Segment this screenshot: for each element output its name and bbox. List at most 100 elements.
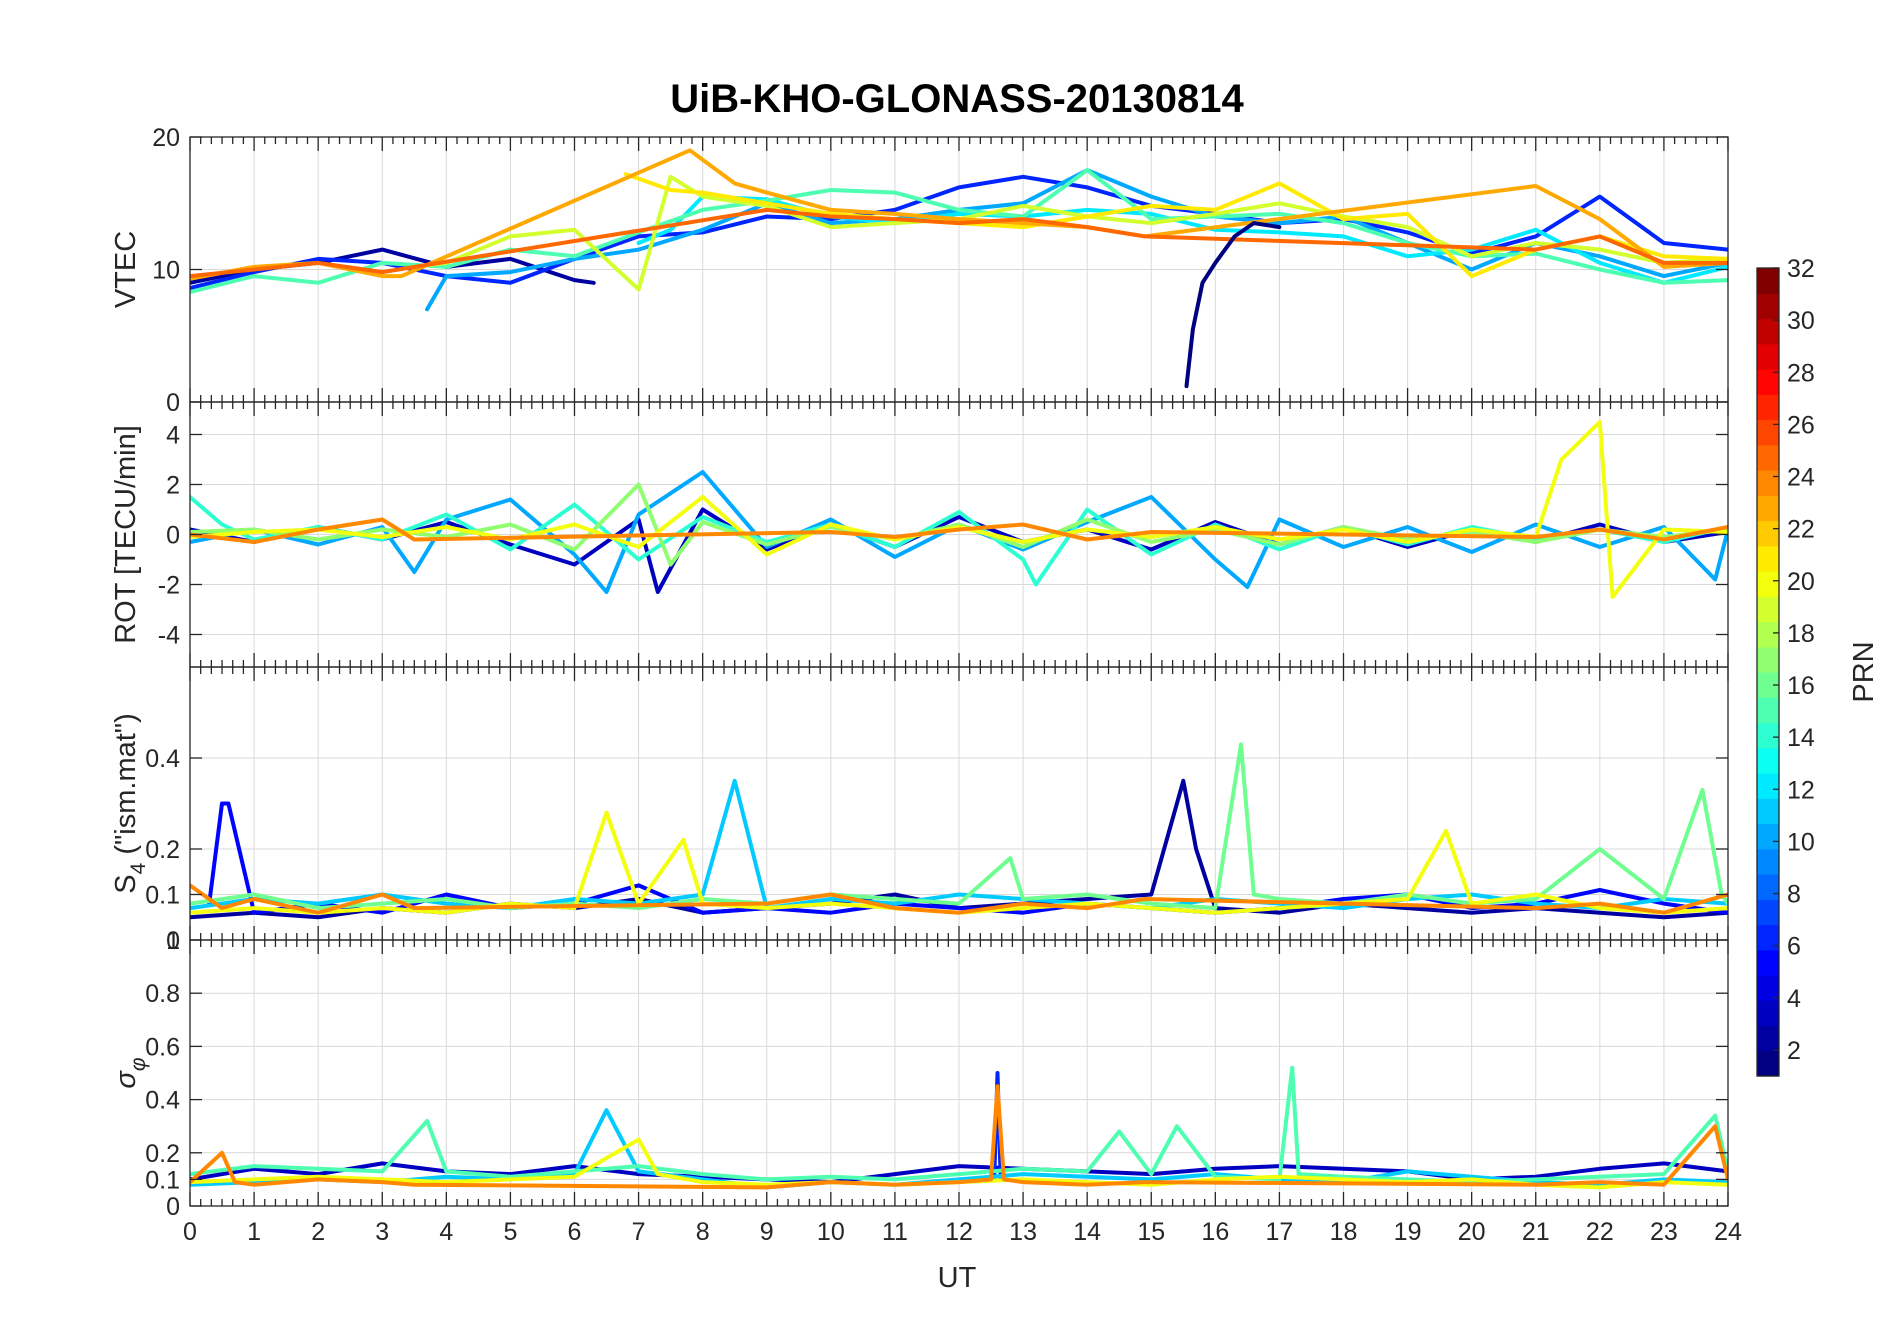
x-tick-label: 5 <box>503 1218 517 1246</box>
colorbar-swatch <box>1757 924 1779 951</box>
x-tick-label: 1 <box>247 1218 261 1246</box>
x-tick-label: 15 <box>1137 1218 1165 1246</box>
x-tick-label: 11 <box>882 1218 908 1246</box>
colorbar-swatch <box>1757 672 1779 698</box>
series-group <box>190 1065 1728 1190</box>
series-prn-23 <box>190 148 1728 281</box>
series-group <box>190 420 1728 599</box>
x-tick-label: 3 <box>375 1218 389 1246</box>
y-tick-label: 0 <box>166 927 180 955</box>
colorbar-swatch <box>1757 343 1779 370</box>
y-axis-label: ROT [TECU/min] <box>110 425 142 644</box>
x-tick-label: 23 <box>1650 1218 1678 1246</box>
colorbar-tick-label: 24 <box>1787 464 1815 492</box>
colorbar-swatch <box>1757 1025 1779 1052</box>
colorbar-swatch <box>1757 596 1779 623</box>
x-tick-label: 8 <box>696 1218 710 1246</box>
colorbar-tick-label: 8 <box>1787 881 1801 909</box>
x-tick-label: 19 <box>1394 1218 1422 1246</box>
colorbar-tick-label: 2 <box>1787 1037 1801 1065</box>
x-tick-label: 14 <box>1073 1218 1101 1246</box>
y-tick-label: 0.2 <box>145 1140 180 1168</box>
colorbar-swatch <box>1757 646 1779 673</box>
chart-title: UiB-KHO-GLONASS-20130814 <box>670 77 1244 121</box>
colorbar-tick-label: 30 <box>1787 307 1815 335</box>
y-tick-label: 0 <box>166 522 180 550</box>
y-tick-label: 0.1 <box>145 1166 180 1194</box>
y-tick-label: 10 <box>152 257 180 285</box>
x-tick-label: 7 <box>632 1218 646 1246</box>
colorbar-tick-label: 10 <box>1787 828 1815 856</box>
x-axis-label: UT <box>938 1262 977 1294</box>
colorbar-swatch <box>1757 1000 1779 1027</box>
x-tick-label: 6 <box>568 1218 582 1246</box>
colorbar-tick-label: 20 <box>1787 568 1815 596</box>
x-tick-label: 18 <box>1330 1218 1358 1246</box>
series-prn-24 <box>190 517 1728 544</box>
y-axis-label: σφ <box>110 1057 150 1089</box>
x-tick-label: 13 <box>1009 1218 1037 1246</box>
y-tick-label: 0.6 <box>145 1033 180 1061</box>
series-prn-25 <box>190 207 1728 279</box>
colorbar-swatch <box>1757 571 1779 597</box>
colorbar-swatch <box>1757 318 1779 345</box>
y-tick-label: 0.4 <box>145 1087 180 1115</box>
x-tick-label: 24 <box>1714 1218 1742 1246</box>
colorbar-swatch <box>1757 394 1779 421</box>
colorbar-tick-label: 28 <box>1787 359 1815 387</box>
x-axis: 0 1 2 3 4 5 6 7 8 9 10 11 12 13 14 15 16 17 18 19 20 21 22 23 24 <box>183 1218 1742 1246</box>
y-axis-label: VTEC <box>110 231 142 308</box>
y-tick-label: 0.2 <box>145 836 180 864</box>
colorbar-tick-label: 12 <box>1787 776 1815 804</box>
x-tick-label: 9 <box>760 1218 774 1246</box>
series-prn-1 <box>1184 221 1282 389</box>
y-tick-label: 2 <box>166 472 180 500</box>
x-tick-label: 16 <box>1201 1218 1229 1246</box>
y-tick-label: 20 <box>152 124 180 152</box>
y-axis-label: S4 ("ism.mat") <box>110 713 150 894</box>
colorbar-swatch <box>1757 975 1779 1001</box>
colorbar-tick-label: 4 <box>1787 985 1801 1013</box>
y-tick-label: 0 <box>166 389 180 417</box>
colorbar-tick-label: 32 <box>1787 255 1815 283</box>
colorbar-swatch <box>1757 823 1779 850</box>
panel-rot: -4 -2 0 2 4 ROT [TECU/min] <box>110 401 1729 668</box>
series-prn-19 <box>412 174 1728 292</box>
colorbar-swatch <box>1757 419 1779 446</box>
colorbar-swatch <box>1757 621 1779 648</box>
colorbar-tick-label: 6 <box>1787 933 1801 961</box>
y-tick-label: 0 <box>166 1193 180 1221</box>
series-group <box>190 742 1728 920</box>
x-tick-label: 17 <box>1266 1218 1294 1246</box>
series-prn-11 <box>190 778 1728 911</box>
colorbar-swatch <box>1757 874 1779 900</box>
series-group <box>190 148 1728 389</box>
colorbar-swatch <box>1757 293 1779 320</box>
colorbar-tick-label: 18 <box>1787 620 1815 648</box>
x-tick-label: 2 <box>311 1218 325 1246</box>
colorbar-swatch <box>1757 495 1779 522</box>
x-tick-label: 10 <box>817 1218 845 1246</box>
y-tick-label: 0.4 <box>145 745 180 773</box>
x-tick-label: 0 <box>183 1218 197 1246</box>
x-tick-label: 20 <box>1458 1218 1486 1246</box>
colorbar-tick-label: 14 <box>1787 724 1815 752</box>
colorbar-swatch <box>1757 722 1779 749</box>
y-tick-label: 0.8 <box>145 980 180 1008</box>
colorbar-swatch <box>1757 747 1779 774</box>
series-prn-24 <box>190 1084 1728 1190</box>
colorbar-swatch <box>1757 773 1779 799</box>
y-tick-label: 1 <box>166 927 180 955</box>
y-tick-label: 0.1 <box>145 882 180 910</box>
colorbar-tick-label: 16 <box>1787 672 1815 700</box>
colorbar-tick-label: 26 <box>1787 411 1815 439</box>
colorbar-swatch <box>1757 899 1779 926</box>
colorbar-swatch <box>1757 545 1779 572</box>
colorbar-swatch <box>1757 268 1779 294</box>
colorbar-swatch <box>1757 798 1779 825</box>
panel-vtec: 0 10 20 VTEC <box>110 124 1729 417</box>
